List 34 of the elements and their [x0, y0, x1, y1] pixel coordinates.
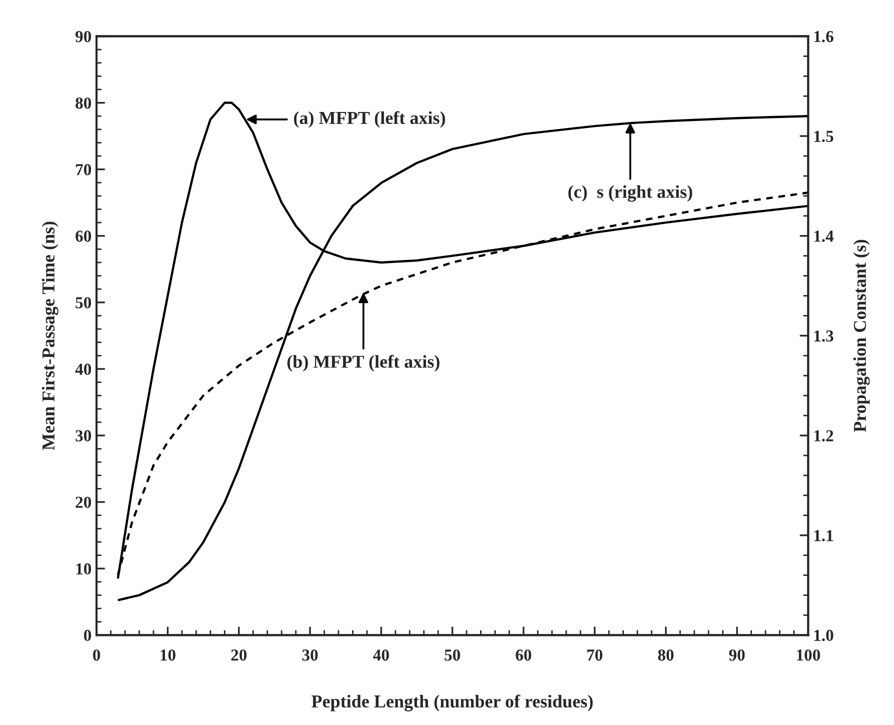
y2-tick-label: 1.5: [814, 130, 834, 142]
y-tick-label: 50: [76, 297, 92, 308]
x-tick-label: 100: [797, 649, 820, 661]
x-tick-label: 30: [302, 649, 318, 661]
x-tick-label: 20: [231, 649, 247, 661]
y2-tick-label: 1.1: [814, 530, 834, 542]
y-tick-label: 30: [76, 430, 92, 442]
y-tick-label: 70: [76, 164, 92, 176]
y2-tick-label: 1.3: [814, 330, 834, 342]
x-tick-label: 0: [93, 649, 100, 661]
x-tick-label: 40: [373, 649, 389, 661]
y2-tick-label: 1.4: [814, 230, 834, 242]
y2-axis-title: Propagation Constant (s): [853, 240, 870, 432]
y-tick-label: 80: [76, 97, 92, 109]
annotation: (c) s (right axis): [568, 185, 692, 202]
y-tick-label: 90: [75, 30, 92, 42]
y-tick-label: 20: [76, 496, 92, 508]
x-tick-label: 70: [587, 649, 602, 661]
x-tick-label: 80: [658, 649, 674, 661]
x-axis-title: Peptide Length (number of residues): [312, 694, 593, 712]
y-tick-label: 10: [76, 563, 92, 575]
y2-tick-label: 1.2: [814, 430, 834, 442]
annotation: (b) MFPT (left axis): [287, 354, 440, 372]
x-tick-label: 60: [516, 649, 532, 661]
y2-tick-label: 1.6: [814, 30, 834, 42]
x-tick-label: 50: [444, 649, 460, 661]
y2-tick-label: 1.0: [814, 630, 834, 642]
annotation: (a) MFPT (left axis): [294, 111, 446, 128]
y-axis-title: Mean First-Passage Time (ns): [42, 222, 58, 450]
y-tick-label: 0: [84, 630, 92, 642]
x-tick-label: 90: [729, 649, 745, 661]
x-tick-label: 10: [160, 649, 176, 661]
y-tick-label: 40: [75, 364, 92, 375]
y-tick-label: 60: [76, 230, 92, 242]
